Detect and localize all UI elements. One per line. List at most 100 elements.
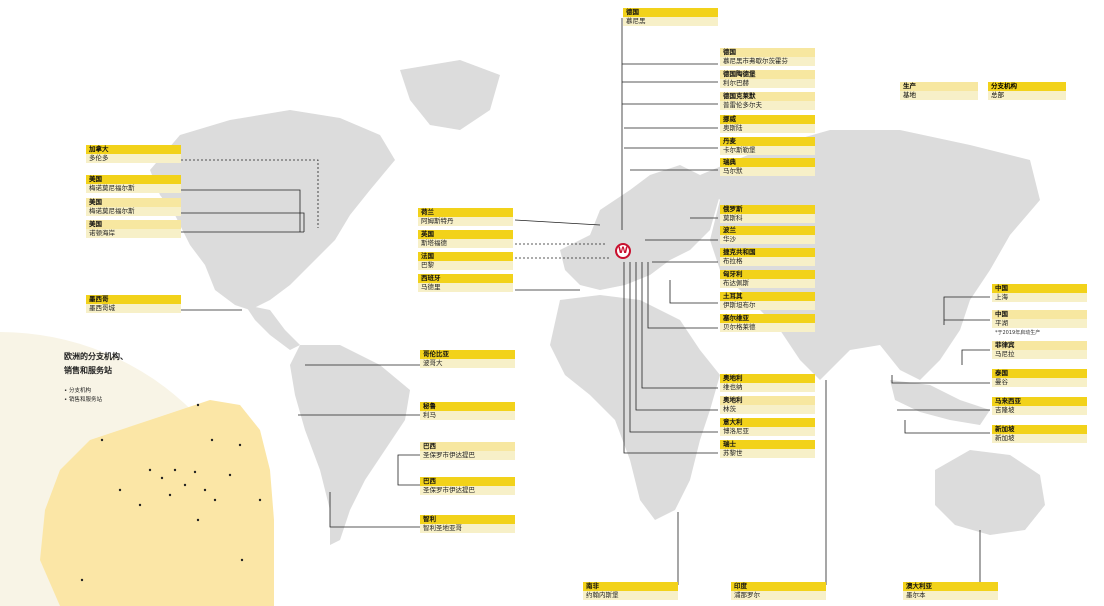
label-country: 马来西亚: [992, 397, 1087, 406]
label-peru: 秘鲁 利马: [420, 402, 515, 420]
label-city: 卡尔斯勒堡: [720, 146, 815, 155]
inset-branch-marker: [196, 518, 200, 522]
label-mexico: 墨西哥 墨西哥城: [86, 295, 181, 313]
southeast-asia-land: [890, 380, 990, 425]
label-city: 多伦多: [86, 154, 181, 163]
label-country: 泰国: [992, 369, 1087, 378]
label-country: 匈牙利: [720, 270, 815, 279]
label-country: 奥地利: [720, 374, 815, 383]
label-country: 英国: [418, 230, 513, 239]
north-america-land: [150, 110, 395, 310]
label-city: 墨尔本: [903, 591, 998, 600]
label-netherlands: 荷兰 阿姆斯特丹: [418, 208, 513, 226]
label-country: 中国: [992, 310, 1087, 319]
inset-branch-marker: [148, 468, 152, 472]
label-city: 马尔默: [720, 167, 815, 176]
label-norway: 挪威 奥斯陆: [720, 115, 815, 133]
label-italy: 意大利 博洛尼亚: [720, 418, 815, 436]
europe-inset-legend-branch: • 分支机构: [64, 388, 91, 394]
label-singapore: 新加坡 新加坡: [992, 425, 1087, 443]
label-austria: 奥地利 维也纳: [720, 374, 815, 392]
label-brazil-2: 巴西 圣保罗市伊达提巴: [420, 477, 515, 495]
label-country: 瑞士: [720, 440, 815, 449]
legend-production-title: 生产: [900, 82, 978, 91]
label-philippines: 菲律宾 马尼拉: [992, 341, 1087, 359]
label-country: 丹麦: [720, 137, 815, 146]
inset-branch-marker: [100, 438, 104, 442]
label-country: 美国: [86, 175, 181, 184]
label-city: 墨西哥城: [86, 304, 181, 313]
label-city: 梅诺莫尼福尔斯: [86, 207, 181, 216]
label-city: 林茨: [720, 405, 815, 414]
label-city: 圣保罗市伊达提巴: [420, 486, 515, 495]
label-country: 新加坡: [992, 425, 1087, 434]
label-spain: 西班牙 马德里: [418, 274, 513, 292]
label-city: 圣保罗市伊达提巴: [420, 451, 515, 460]
label-city: 阿姆斯特丹: [418, 217, 513, 226]
label-country: 奥地利: [720, 396, 815, 405]
label-country: 法国: [418, 252, 513, 261]
label-czech: 捷克共和国 布拉格: [720, 248, 815, 266]
label-country: 巴西: [420, 442, 515, 451]
label-city: 巴黎: [418, 261, 513, 270]
label-country: 加拿大: [86, 145, 181, 154]
label-city: 苏黎世: [720, 449, 815, 458]
greenland-land: [400, 60, 500, 130]
label-country: 智利: [420, 515, 515, 524]
europe-inset-legend-service: • 销售和服务站: [64, 397, 102, 403]
label-city: 伊斯坦布尔: [720, 301, 815, 310]
label-china-1: 中国 上海: [992, 284, 1087, 302]
label-usa-2: 美国 梅诺莫尼福尔斯: [86, 198, 181, 216]
wacker-logo-marker: W: [615, 243, 631, 259]
inset-branch-marker: [168, 493, 172, 497]
label-city: 维也纳: [720, 383, 815, 392]
europe-inset-title: 欧洲的分支机构、 销售和服务站: [64, 350, 128, 378]
inset-branch-marker: [196, 403, 200, 407]
south-america-land: [290, 345, 410, 545]
inset-branch-marker: [258, 498, 262, 502]
label-india: 印度 浦那罗尔: [731, 582, 826, 600]
label-country: 塞尔维亚: [720, 314, 815, 323]
label-country: 巴西: [420, 477, 515, 486]
label-city: 马尼拉: [992, 350, 1087, 359]
label-china-2: 中国 平湖 *于2019年启动生产: [992, 310, 1087, 338]
label-hungary: 匈牙利 布达佩斯: [720, 270, 815, 288]
label-city: 智利圣地亚哥: [420, 524, 515, 533]
label-city: 莫斯科: [720, 214, 815, 223]
label-city: 博洛尼亚: [720, 427, 815, 436]
inset-branch-marker: [203, 488, 207, 492]
label-country: 俄罗斯: [720, 205, 815, 214]
label-austria2: 奥地利 林茨: [720, 396, 815, 414]
label-city: 布拉格: [720, 257, 815, 266]
inset-branch-marker: [240, 558, 244, 562]
label-de-munich: 德国 慕尼黑: [623, 8, 718, 26]
label-city: 约翰内斯堡: [583, 591, 678, 600]
inset-branch-marker: [228, 473, 232, 477]
label-turkey: 土耳其 伊斯坦布尔: [720, 292, 815, 310]
label-country: 菲律宾: [992, 341, 1087, 350]
europe-inset-title-line1: 欧洲的分支机构、: [64, 352, 128, 361]
legend-production: 生产 基地: [900, 82, 978, 100]
europe-inset-land: [40, 400, 274, 606]
label-country: 美国: [86, 198, 181, 207]
label-country: 德国: [623, 8, 718, 17]
label-country: 波兰: [720, 226, 815, 235]
label-canada: 加拿大 多伦多: [86, 145, 181, 163]
label-country: 哥伦比亚: [420, 350, 515, 359]
label-city: 曼谷: [992, 378, 1087, 387]
label-country: 美国: [86, 220, 181, 229]
label-country: 土耳其: [720, 292, 815, 301]
label-city: 慕尼黑: [623, 17, 718, 26]
legend-subsidiaries-subtitle: 总部: [988, 91, 1066, 100]
label-city: 斯塔福德: [418, 239, 513, 248]
label-de-korbach: 德国克莱默 普雷伦多尔夫: [720, 92, 815, 110]
legend-subsidiaries-title: 分支机构: [988, 82, 1066, 91]
label-city: 上海: [992, 293, 1087, 302]
inset-branch-marker: [193, 470, 197, 474]
label-city: 诺顿海岸: [86, 229, 181, 238]
label-thailand: 泰国 曼谷: [992, 369, 1087, 387]
label-country: 瑞典: [720, 158, 815, 167]
africa-land: [550, 295, 720, 520]
land-masses: [150, 60, 1045, 545]
label-usa-3: 美国 诺顿海岸: [86, 220, 181, 238]
